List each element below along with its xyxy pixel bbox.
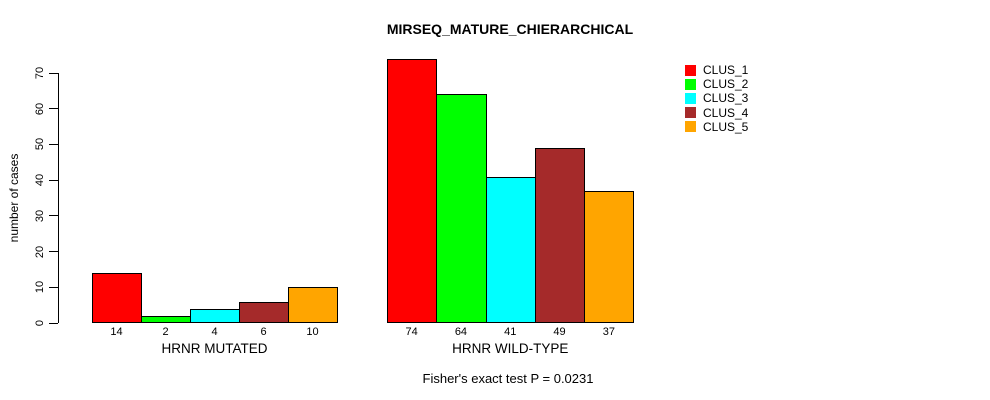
bar-clus_2 [436,94,487,323]
y-axis-tick [49,179,58,181]
bar-value-label: 2 [162,326,169,338]
bar-clus_1 [387,58,438,323]
y-axis-tick [49,143,58,145]
bar-value-label: 10 [306,326,319,338]
y-tick-label: 60 [34,102,46,115]
legend-swatch-clus_4 [685,107,696,119]
y-tick-label: 70 [34,66,46,80]
legend-swatch-clus_1 [685,64,696,76]
legend-label: CLUS_1 [703,63,749,78]
y-axis-tick [49,72,58,74]
legend-label: CLUS_5 [703,119,749,134]
bar-clus_2 [141,315,191,323]
bar-value-label: 14 [110,326,123,338]
y-tick-label: 30 [34,209,46,222]
bar-value-label: 37 [602,326,615,338]
legend-item: CLUS_3 [685,91,748,105]
bar-clus_1 [92,273,142,323]
legend-item: CLUS_2 [685,77,748,91]
y-axis-tick [49,251,58,253]
y-axis-tick [49,322,58,324]
legend-swatch-clus_2 [685,78,696,90]
legend-label: CLUS_2 [703,77,749,92]
legend-label: CLUS_4 [703,105,749,120]
y-axis-tick [49,215,58,217]
bar-clus_3 [190,308,240,323]
y-tick-label: 40 [34,174,46,187]
legend-item: CLUS_4 [685,106,748,120]
bar-clus_5 [584,190,635,323]
y-tick-label: 0 [34,319,46,327]
bar-value-label: 41 [504,326,517,338]
legend-label: CLUS_3 [703,91,749,106]
bar-clus_4 [239,301,289,323]
stat-annotation: Fisher's exact test P = 0.0231 [422,371,594,386]
bar-value-label: 74 [405,326,418,338]
bar-value-label: 64 [454,326,468,338]
y-tick-label: 50 [34,138,46,151]
chart-title: MIRSEQ_MATURE_CHIERARCHICAL [386,21,634,37]
y-axis-line [58,73,59,323]
y-tick-label: 20 [34,245,46,258]
legend-swatch-clus_3 [685,92,696,104]
group-label: HRNR MUTATED [161,341,268,356]
bar-value-label: 6 [260,326,267,338]
bar-clus_5 [288,287,338,323]
y-axis-tick [49,108,58,110]
group-label: HRNR WILD-TYPE [452,341,569,356]
bar-clus_3 [485,176,536,323]
y-axis-label: number of cases [7,153,21,243]
bar-value-label: 49 [553,326,566,338]
legend-swatch-clus_5 [685,121,696,133]
y-axis-tick [49,286,58,288]
bar-clus_4 [534,148,586,323]
legend-item: CLUS_5 [685,120,748,134]
bar-value-label: 4 [211,326,218,338]
legend-item: CLUS_1 [685,63,748,77]
legend: CLUS_1 CLUS_2 CLUS_3 CLUS_4 CLUS_5 [685,63,748,134]
y-tick-label: 10 [34,281,46,294]
